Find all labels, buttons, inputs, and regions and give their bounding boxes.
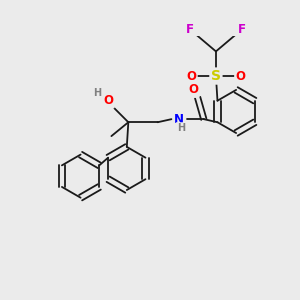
Text: S: S bbox=[211, 69, 221, 83]
Text: H: H bbox=[94, 88, 102, 98]
Text: H: H bbox=[177, 123, 185, 134]
Text: F: F bbox=[238, 23, 246, 36]
Text: O: O bbox=[188, 83, 198, 96]
Text: N: N bbox=[174, 113, 184, 126]
Text: O: O bbox=[103, 94, 113, 107]
Text: O: O bbox=[186, 70, 196, 83]
Text: F: F bbox=[186, 23, 194, 36]
Text: O: O bbox=[236, 70, 246, 83]
